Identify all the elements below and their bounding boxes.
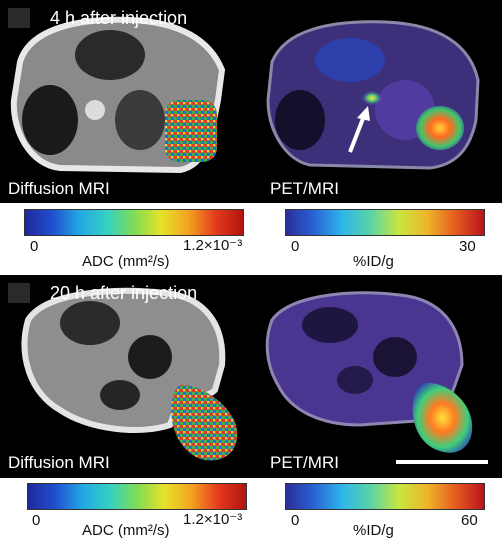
marker-swatch-bottom xyxy=(8,283,30,303)
bottom-adc-colorbar xyxy=(27,483,247,510)
top-pet-min: 0 xyxy=(291,238,300,255)
bottom-panel-title: 20 h after injection xyxy=(50,283,198,303)
top-adc-unit: ADC (mm²/s) xyxy=(82,253,170,270)
top-right-label: PET/MRI xyxy=(270,179,339,198)
bottom-pet-min: 0 xyxy=(291,512,300,529)
top-pet-unit: %ID/g xyxy=(353,253,394,270)
scale-bar xyxy=(396,460,488,464)
top-panel-title: 4 h after injection xyxy=(50,8,188,28)
marker-swatch xyxy=(8,8,30,28)
top-left-label: Diffusion MRI xyxy=(8,179,110,198)
bottom-adc-min: 0 xyxy=(32,512,41,529)
top-adc-max: 1.2×10⁻³ xyxy=(183,237,243,254)
top-image-panel: 4 h after injection Diffusion MRI PET/MR… xyxy=(0,0,502,203)
top-scan-images xyxy=(10,16,480,174)
bottom-adc-max: 1.2×10⁻³ xyxy=(183,511,243,528)
top-pet-colorbar xyxy=(285,209,485,236)
bottom-adc-unit: ADC (mm²/s) xyxy=(82,522,170,539)
bottom-scan-images xyxy=(21,287,488,464)
bottom-pet-colorbar xyxy=(285,483,485,510)
bottom-left-label: Diffusion MRI xyxy=(8,453,110,472)
bottom-right-label: PET/MRI xyxy=(270,453,339,472)
top-adc-min: 0 xyxy=(30,238,39,255)
top-adc-colorbar xyxy=(24,209,244,236)
bottom-pet-unit: %ID/g xyxy=(353,522,394,539)
bottom-pet-max: 60 xyxy=(461,512,478,529)
top-pet-max: 30 xyxy=(459,238,476,255)
bottom-image-panel: 20 h after injection Diffusion MRI PET/M… xyxy=(0,275,502,478)
arrow-marker xyxy=(348,115,366,153)
